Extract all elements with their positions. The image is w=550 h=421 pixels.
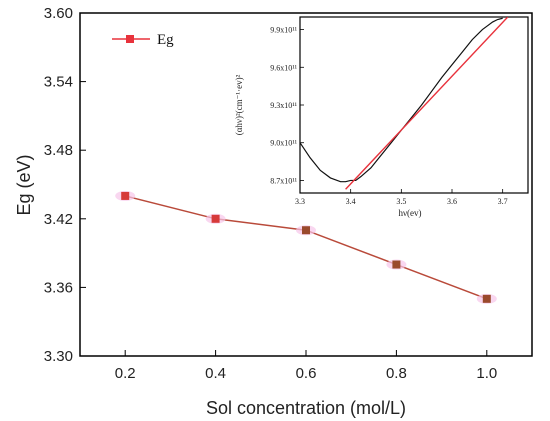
inset-y-axis-title: (αhν)²(cm⁻¹·ev)²	[234, 74, 244, 135]
data-point	[482, 294, 491, 303]
inset-y-tick-label: 9.3x10¹¹	[270, 101, 297, 110]
inset-x-tick-label: 3.5	[396, 197, 406, 206]
y-tick-label: 3.30	[44, 348, 73, 365]
inset-x-tick-label: 3.6	[447, 197, 457, 206]
y-axis-title: Eg (eV)	[14, 154, 34, 215]
data-point	[392, 260, 401, 269]
inset-frame	[299, 16, 529, 194]
inset-fit-line	[345, 17, 509, 190]
inset-y-tick-label: 9.6x10¹¹	[270, 63, 297, 72]
x-tick-label: 0.2	[115, 365, 136, 382]
x-tick-label: 0.8	[386, 365, 407, 382]
x-axis-title: Sol concentration (mol/L)	[206, 398, 406, 418]
inset-x-tick-label: 3.4	[346, 197, 356, 206]
inset-y-tick-label: 8.7x10¹¹	[270, 176, 297, 185]
y-tick-label: 3.60	[44, 5, 73, 22]
data-point	[211, 214, 220, 223]
y-tick-label: 3.48	[44, 142, 73, 159]
legend: Eg	[112, 32, 174, 48]
x-tick-label: 1.0	[476, 365, 497, 382]
legend-label-eg: Eg	[157, 32, 174, 48]
y-tick-label: 3.36	[44, 279, 73, 296]
data-point	[121, 191, 130, 200]
inset-y-tick-label: 9.0x10¹¹	[270, 139, 297, 148]
inset-x-tick-label: 3.7	[498, 197, 508, 206]
y-tick-label: 3.42	[44, 211, 73, 228]
inset-x-tick-label: 3.3	[295, 197, 305, 206]
data-point	[302, 226, 310, 235]
x-tick-label: 0.4	[205, 365, 226, 382]
inset-x-axis-title: hν(ev)	[398, 208, 421, 218]
y-tick-label: 3.54	[44, 74, 73, 91]
x-tick-label: 0.6	[296, 365, 317, 382]
inset-y-tick-label: 9.9x10¹¹	[270, 26, 297, 35]
inset-chart: 8.7x10¹¹ 9.0x10¹¹ 9.3x10¹¹ 9.6x10¹¹ 9.9x10¹¹…	[234, 16, 529, 218]
legend-marker	[126, 35, 134, 43]
series-line-eg	[125, 195, 488, 300]
